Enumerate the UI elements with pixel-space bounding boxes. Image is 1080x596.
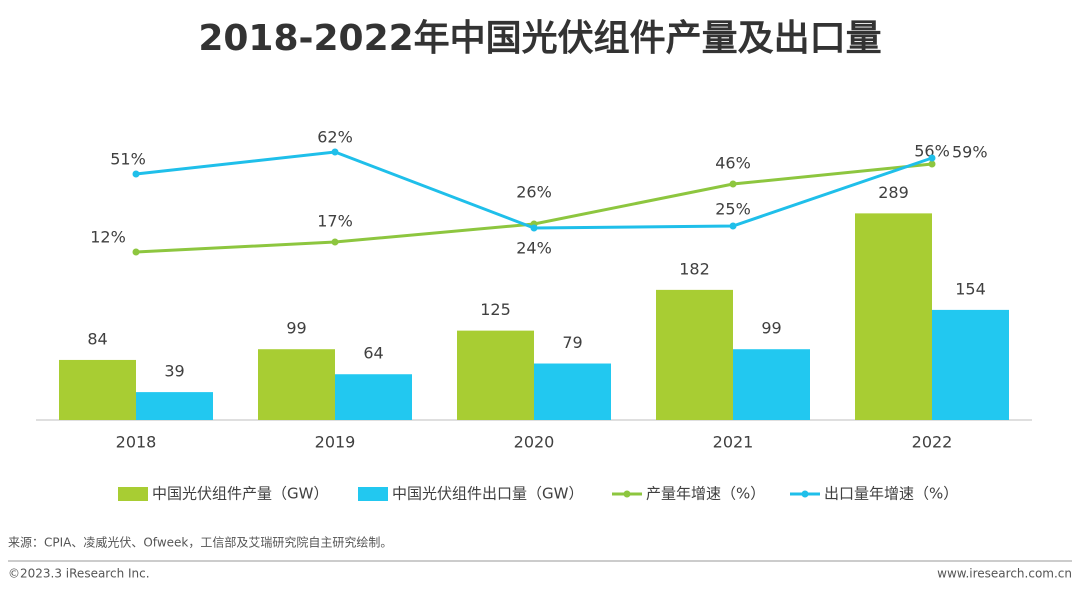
line-value-label: 12% — [90, 228, 126, 247]
bar — [59, 359, 136, 420]
line-point — [729, 180, 737, 188]
bar — [457, 330, 534, 420]
bar-value-label: 39 — [164, 362, 184, 381]
bar — [258, 349, 335, 420]
line-value-label: 62% — [317, 128, 353, 147]
line-point — [729, 222, 737, 230]
x-tick-label: 2018 — [116, 433, 157, 452]
chart-title: 2018-2022年中国光伏组件产量及出口量 — [198, 18, 881, 59]
bar-value-label: 99 — [286, 319, 306, 338]
line-value-label: 24% — [516, 239, 552, 258]
line-point — [331, 148, 339, 156]
x-tick-label: 2020 — [514, 433, 555, 452]
legend-label: 中国光伏组件出口量（GW） — [392, 485, 583, 503]
bar — [733, 349, 810, 420]
bar — [656, 289, 733, 420]
line-point — [132, 248, 140, 256]
legend-swatch — [358, 487, 388, 501]
line-value-label: 46% — [715, 154, 751, 173]
line-value-label: 51% — [110, 150, 146, 169]
x-tick-label: 2019 — [315, 433, 356, 452]
bar — [932, 309, 1009, 420]
bar-value-label: 99 — [761, 319, 781, 338]
website: www.iresearch.com.cn — [937, 567, 1072, 581]
source-note: 来源：CPIA、凌威光伏、Ofweek，工信部及艾瑞研究院自主研究绘制。 — [8, 535, 392, 550]
bar — [534, 363, 611, 420]
line-point — [132, 170, 140, 178]
x-tick-label: 2022 — [912, 433, 953, 452]
bar — [136, 392, 213, 420]
line-value-label: 59% — [952, 143, 988, 162]
bar-value-label: 289 — [878, 183, 909, 202]
legend-swatch — [801, 490, 809, 498]
line-point — [928, 160, 936, 168]
bar-value-label: 182 — [679, 259, 710, 278]
legend-label: 产量年增速（%） — [646, 485, 765, 503]
bar-value-label: 84 — [87, 329, 107, 348]
legend-swatch — [118, 487, 148, 501]
bar — [855, 213, 932, 420]
line-point — [530, 224, 538, 232]
legend-swatch — [623, 490, 631, 498]
bar — [335, 374, 412, 420]
line-value-label: 17% — [317, 212, 353, 231]
legend-label: 中国光伏组件产量（GW） — [152, 485, 328, 503]
bar-value-label: 79 — [562, 333, 582, 352]
line-value-label: 25% — [715, 200, 751, 219]
line-value-label: 56% — [914, 142, 950, 161]
bar-value-label: 154 — [955, 279, 986, 298]
line-point — [928, 154, 936, 162]
copyright: ©2023.3 iResearch Inc. — [8, 567, 150, 581]
bar-value-label: 64 — [363, 344, 383, 363]
bar-value-label: 125 — [480, 300, 511, 319]
legend-label: 出口量年增速（%） — [824, 485, 958, 503]
x-tick-label: 2021 — [713, 433, 754, 452]
line-value-label: 26% — [516, 183, 552, 202]
line-point — [331, 238, 339, 246]
